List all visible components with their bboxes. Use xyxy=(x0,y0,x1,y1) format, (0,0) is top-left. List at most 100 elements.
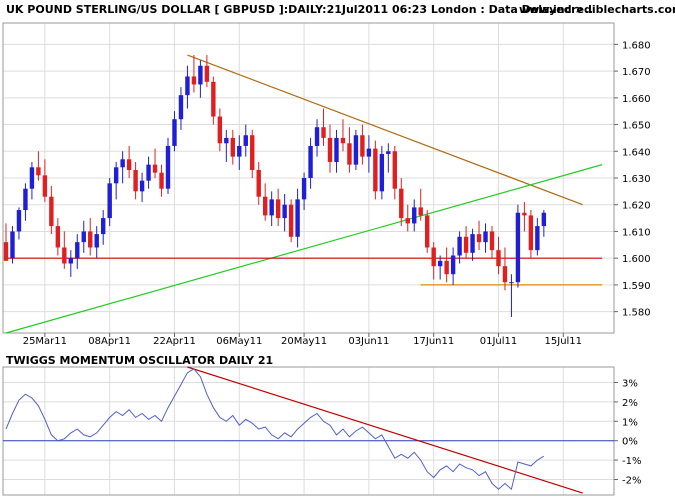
candle-up xyxy=(301,178,307,200)
candle-down xyxy=(36,167,41,176)
price-axis-labels: 1.580 1.590 1.600 1.610 1.620 1.630 1.640 1.650… xyxy=(614,40,651,319)
candle-down xyxy=(347,143,352,165)
trendline-brown xyxy=(187,54,583,206)
candle-up xyxy=(353,135,359,165)
candle-up xyxy=(386,151,391,154)
price-tick-label: 1.580 xyxy=(622,308,651,319)
candle-down xyxy=(211,81,216,117)
price-tick-label: 1.620 xyxy=(622,201,651,212)
candle-up xyxy=(165,145,171,189)
candle-down xyxy=(496,250,501,267)
candle-up xyxy=(515,212,521,283)
candle-down xyxy=(327,137,333,162)
oscillator-tick-label: 3% xyxy=(622,379,638,390)
candle-up xyxy=(269,199,274,216)
candle-up xyxy=(139,180,145,192)
candle-down xyxy=(321,127,326,138)
candle-down xyxy=(340,137,346,144)
candle-down xyxy=(49,196,54,227)
oscillator-panel-frame xyxy=(2,366,615,496)
candle-down xyxy=(126,159,132,170)
candle-up xyxy=(94,234,99,248)
candle-down xyxy=(3,242,9,261)
price-tick-label: 1.660 xyxy=(622,94,651,105)
price-tick-label: 1.610 xyxy=(622,227,651,238)
candle-up xyxy=(334,137,339,162)
candle-down xyxy=(489,231,495,251)
candle-down xyxy=(88,231,93,248)
candle-up xyxy=(366,148,372,157)
candle-up xyxy=(68,258,73,264)
candle-down xyxy=(55,226,61,248)
candle-down xyxy=(159,172,164,189)
trendline-green xyxy=(5,164,603,334)
candle-down xyxy=(418,207,423,216)
oscillator-tick-label: 1% xyxy=(622,417,638,428)
candle-down xyxy=(275,199,281,219)
oscillator-trendline xyxy=(187,366,583,494)
candle-up xyxy=(483,231,488,243)
site-name: www.incrediblecharts.com xyxy=(519,3,675,16)
candle-down xyxy=(392,151,397,189)
price-tick-label: 1.590 xyxy=(622,281,651,292)
candle-down xyxy=(204,65,210,82)
candle-up xyxy=(107,183,112,219)
candle-down xyxy=(217,116,223,144)
oscillator-tick-label: 0% xyxy=(622,437,638,448)
candle-up xyxy=(120,159,125,168)
price-tick-label: 1.680 xyxy=(622,40,651,51)
oscillator-axis-labels: 3% 2% 1% 0% -1% -2% xyxy=(614,379,641,486)
candle-up xyxy=(282,204,287,219)
candle-down xyxy=(431,247,436,267)
candle-up xyxy=(379,153,385,192)
candle-up xyxy=(314,127,320,146)
price-candles xyxy=(3,55,547,317)
candle-down xyxy=(133,169,138,192)
candle-up xyxy=(509,282,514,284)
candle-down xyxy=(399,188,404,219)
candle-up xyxy=(541,212,547,227)
date-tick-label: 20May11 xyxy=(281,336,327,347)
oscillator-line xyxy=(5,368,545,491)
oscillator-title: TWIGGS MOMENTUM OSCILLATOR DAILY 21 xyxy=(6,354,273,367)
candle-up xyxy=(198,65,203,85)
candle-up xyxy=(10,231,15,259)
candle-up xyxy=(113,167,119,184)
candle-up xyxy=(224,137,229,144)
candle-up xyxy=(185,76,190,96)
date-tick-label: 15Jul11 xyxy=(545,336,583,347)
candle-down xyxy=(476,234,482,243)
date-axis-labels: 25Mar11 08Apr11 22Apr11 06May11 20May11 03Jun… xyxy=(23,333,582,347)
date-tick-label: 17Jun11 xyxy=(413,336,454,347)
candle-down xyxy=(444,260,449,275)
price-tick-label: 1.630 xyxy=(622,174,651,185)
oscillator-tick-label: 2% xyxy=(622,398,638,409)
candle-down xyxy=(62,247,67,264)
candle-down xyxy=(230,137,235,157)
candle-down xyxy=(191,76,197,85)
candle-down xyxy=(256,169,261,197)
candle-up xyxy=(243,135,248,146)
chart-title: UK POUND STERLING/US DOLLAR [ GBPUSD ]:D… xyxy=(6,3,593,16)
candle-down xyxy=(373,148,378,192)
candle-down xyxy=(528,215,534,251)
candle-down xyxy=(425,215,430,248)
candle-up xyxy=(470,234,475,253)
oscillator-tick-label: -2% xyxy=(622,475,641,486)
candle-down xyxy=(405,218,410,224)
date-tick-label: 25Mar11 xyxy=(23,336,67,347)
oscillator-trendline xyxy=(187,366,583,494)
candle-up xyxy=(146,164,151,181)
candle-up xyxy=(437,260,443,267)
candle-up xyxy=(295,199,300,237)
oscillator-tick-label: -1% xyxy=(622,456,641,467)
price-tick-label: 1.600 xyxy=(622,254,651,265)
candle-up xyxy=(81,231,86,243)
date-tick-label: 08Apr11 xyxy=(88,336,131,347)
price-tick-label: 1.650 xyxy=(622,121,651,132)
candle-down xyxy=(288,204,294,237)
candle-up xyxy=(101,218,106,235)
candle-up xyxy=(450,255,456,275)
